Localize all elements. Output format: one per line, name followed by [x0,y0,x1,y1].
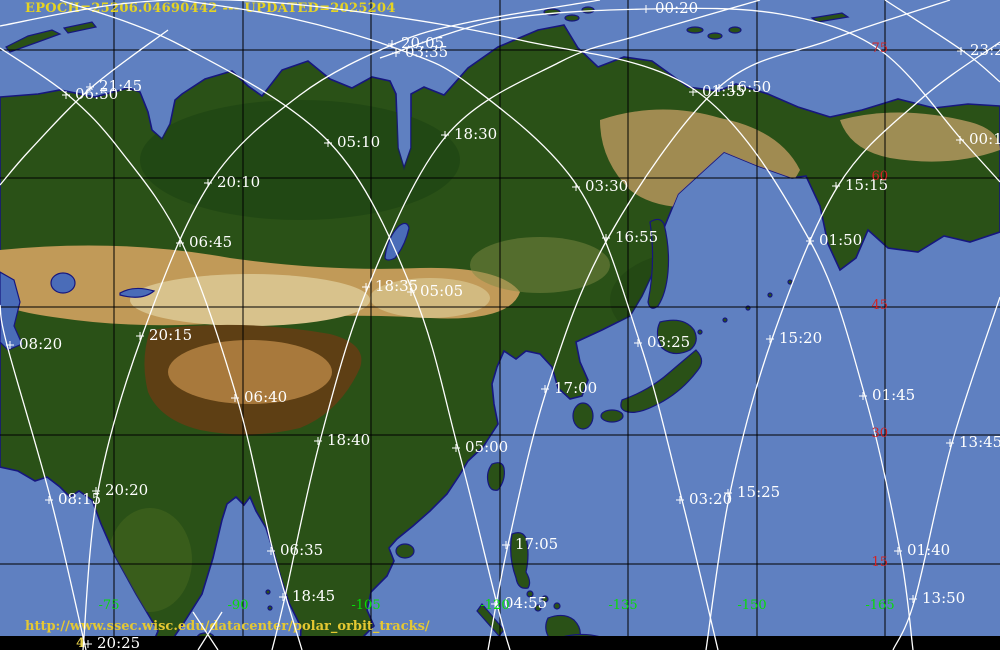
track-tick [45,496,53,504]
track-tick [62,91,70,99]
track-tick [362,283,370,291]
track-tick [204,179,212,187]
track-tick [407,288,415,296]
track-tick [388,40,396,48]
track-tick [859,392,867,400]
orbit-track-pass-2145 [0,29,169,186]
track-tick [392,49,400,57]
track-tick [642,5,650,13]
track-tick [956,136,964,144]
orbit-track-pass-1830-1845 [271,0,761,650]
track-tick [491,600,499,608]
track-tick [136,332,144,340]
track-tick [314,437,322,445]
status-bar: PACE PREDICTED PASSES JULY_23,2025 ( DAY… [0,636,1000,650]
orbit-track-pass-0455-0510 [59,0,511,650]
track-tick [92,487,100,495]
orbit-track-pass-1515-1525 [705,41,1000,650]
frame-number: 4 [76,636,86,650]
track-tick [946,439,954,447]
track-tick [572,183,580,191]
orbit-track-pass-2005-2025 [82,0,601,650]
orbit-track-pass-1345-1350 [892,296,1000,650]
track-tick [832,182,840,190]
orbit-track-pass-extra-a [192,611,219,650]
orbit-track-pass-extra-b [197,611,223,650]
track-tick [766,335,774,343]
orbit-track-pass-0635-0650 [0,47,303,650]
track-tick [541,385,549,393]
track-tick [602,234,610,242]
track-tick [724,489,732,497]
track-tick [502,541,510,549]
track-tick [84,640,92,648]
track-tick [267,547,275,555]
track-tick [324,139,332,147]
track-tick [894,547,902,555]
track-tick [441,131,449,139]
lakes [0,222,410,351]
track-tick [957,47,965,55]
source-url[interactable]: http://www.ssec.wisc.edu/datacenter/pola… [25,619,430,634]
orbit-track-pass-0815-0820 [0,304,87,650]
track-tick [86,83,94,91]
track-tick [452,444,460,452]
track-tick [231,394,239,402]
track-tick [806,237,814,245]
track-tick [279,593,287,601]
track-tick [715,84,723,92]
orbit-track-pass-0140-0155 [0,0,914,650]
track-tick [634,339,642,347]
orbit-track-pass-0015-0020 [379,7,1000,183]
track-tick [689,88,697,96]
track-tick [676,496,684,504]
track-tick [6,341,14,349]
track-tick [909,595,917,603]
orbit-track-pass-0320-0335 [179,0,719,650]
track-tick [176,239,184,247]
